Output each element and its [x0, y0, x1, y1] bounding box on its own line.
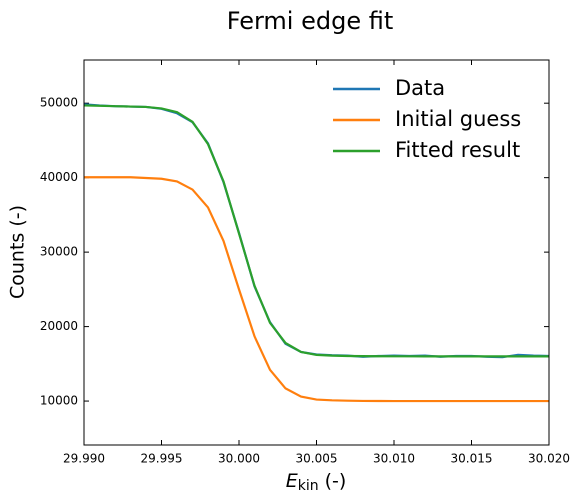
x-label-main: E	[286, 470, 298, 492]
x-tick-label: 30.005	[296, 452, 338, 466]
chart-title: Fermi edge fit	[227, 7, 394, 35]
legend-label: Initial guess	[395, 107, 521, 131]
legend-label: Fitted result	[395, 138, 520, 162]
y-tick-label: 30000	[40, 245, 78, 259]
line-series	[84, 104, 549, 358]
y-tick-label: 40000	[40, 170, 78, 184]
x-tick-label: 29.995	[141, 452, 183, 466]
y-tick-label: 20000	[40, 319, 78, 333]
x-tick-label: 30.000	[218, 452, 260, 466]
plot-frame	[83, 59, 550, 446]
y-axis-label: Counts (-)	[7, 205, 29, 299]
x-label-unit: (-)	[325, 470, 347, 492]
line-series	[84, 176, 549, 403]
y-tick-label: 50000	[40, 96, 78, 110]
x-tick-label: 30.010	[373, 452, 415, 466]
y-tick-label: 10000	[40, 394, 78, 408]
x-tick-label: 29.990	[63, 452, 105, 466]
x-tick-label: 30.020	[528, 452, 570, 466]
x-tick-label: 30.015	[451, 452, 493, 466]
legend-label: Data	[395, 76, 445, 100]
x-label-sub: kin	[298, 478, 319, 494]
x-axis-label: Ekin (-)	[286, 470, 347, 495]
